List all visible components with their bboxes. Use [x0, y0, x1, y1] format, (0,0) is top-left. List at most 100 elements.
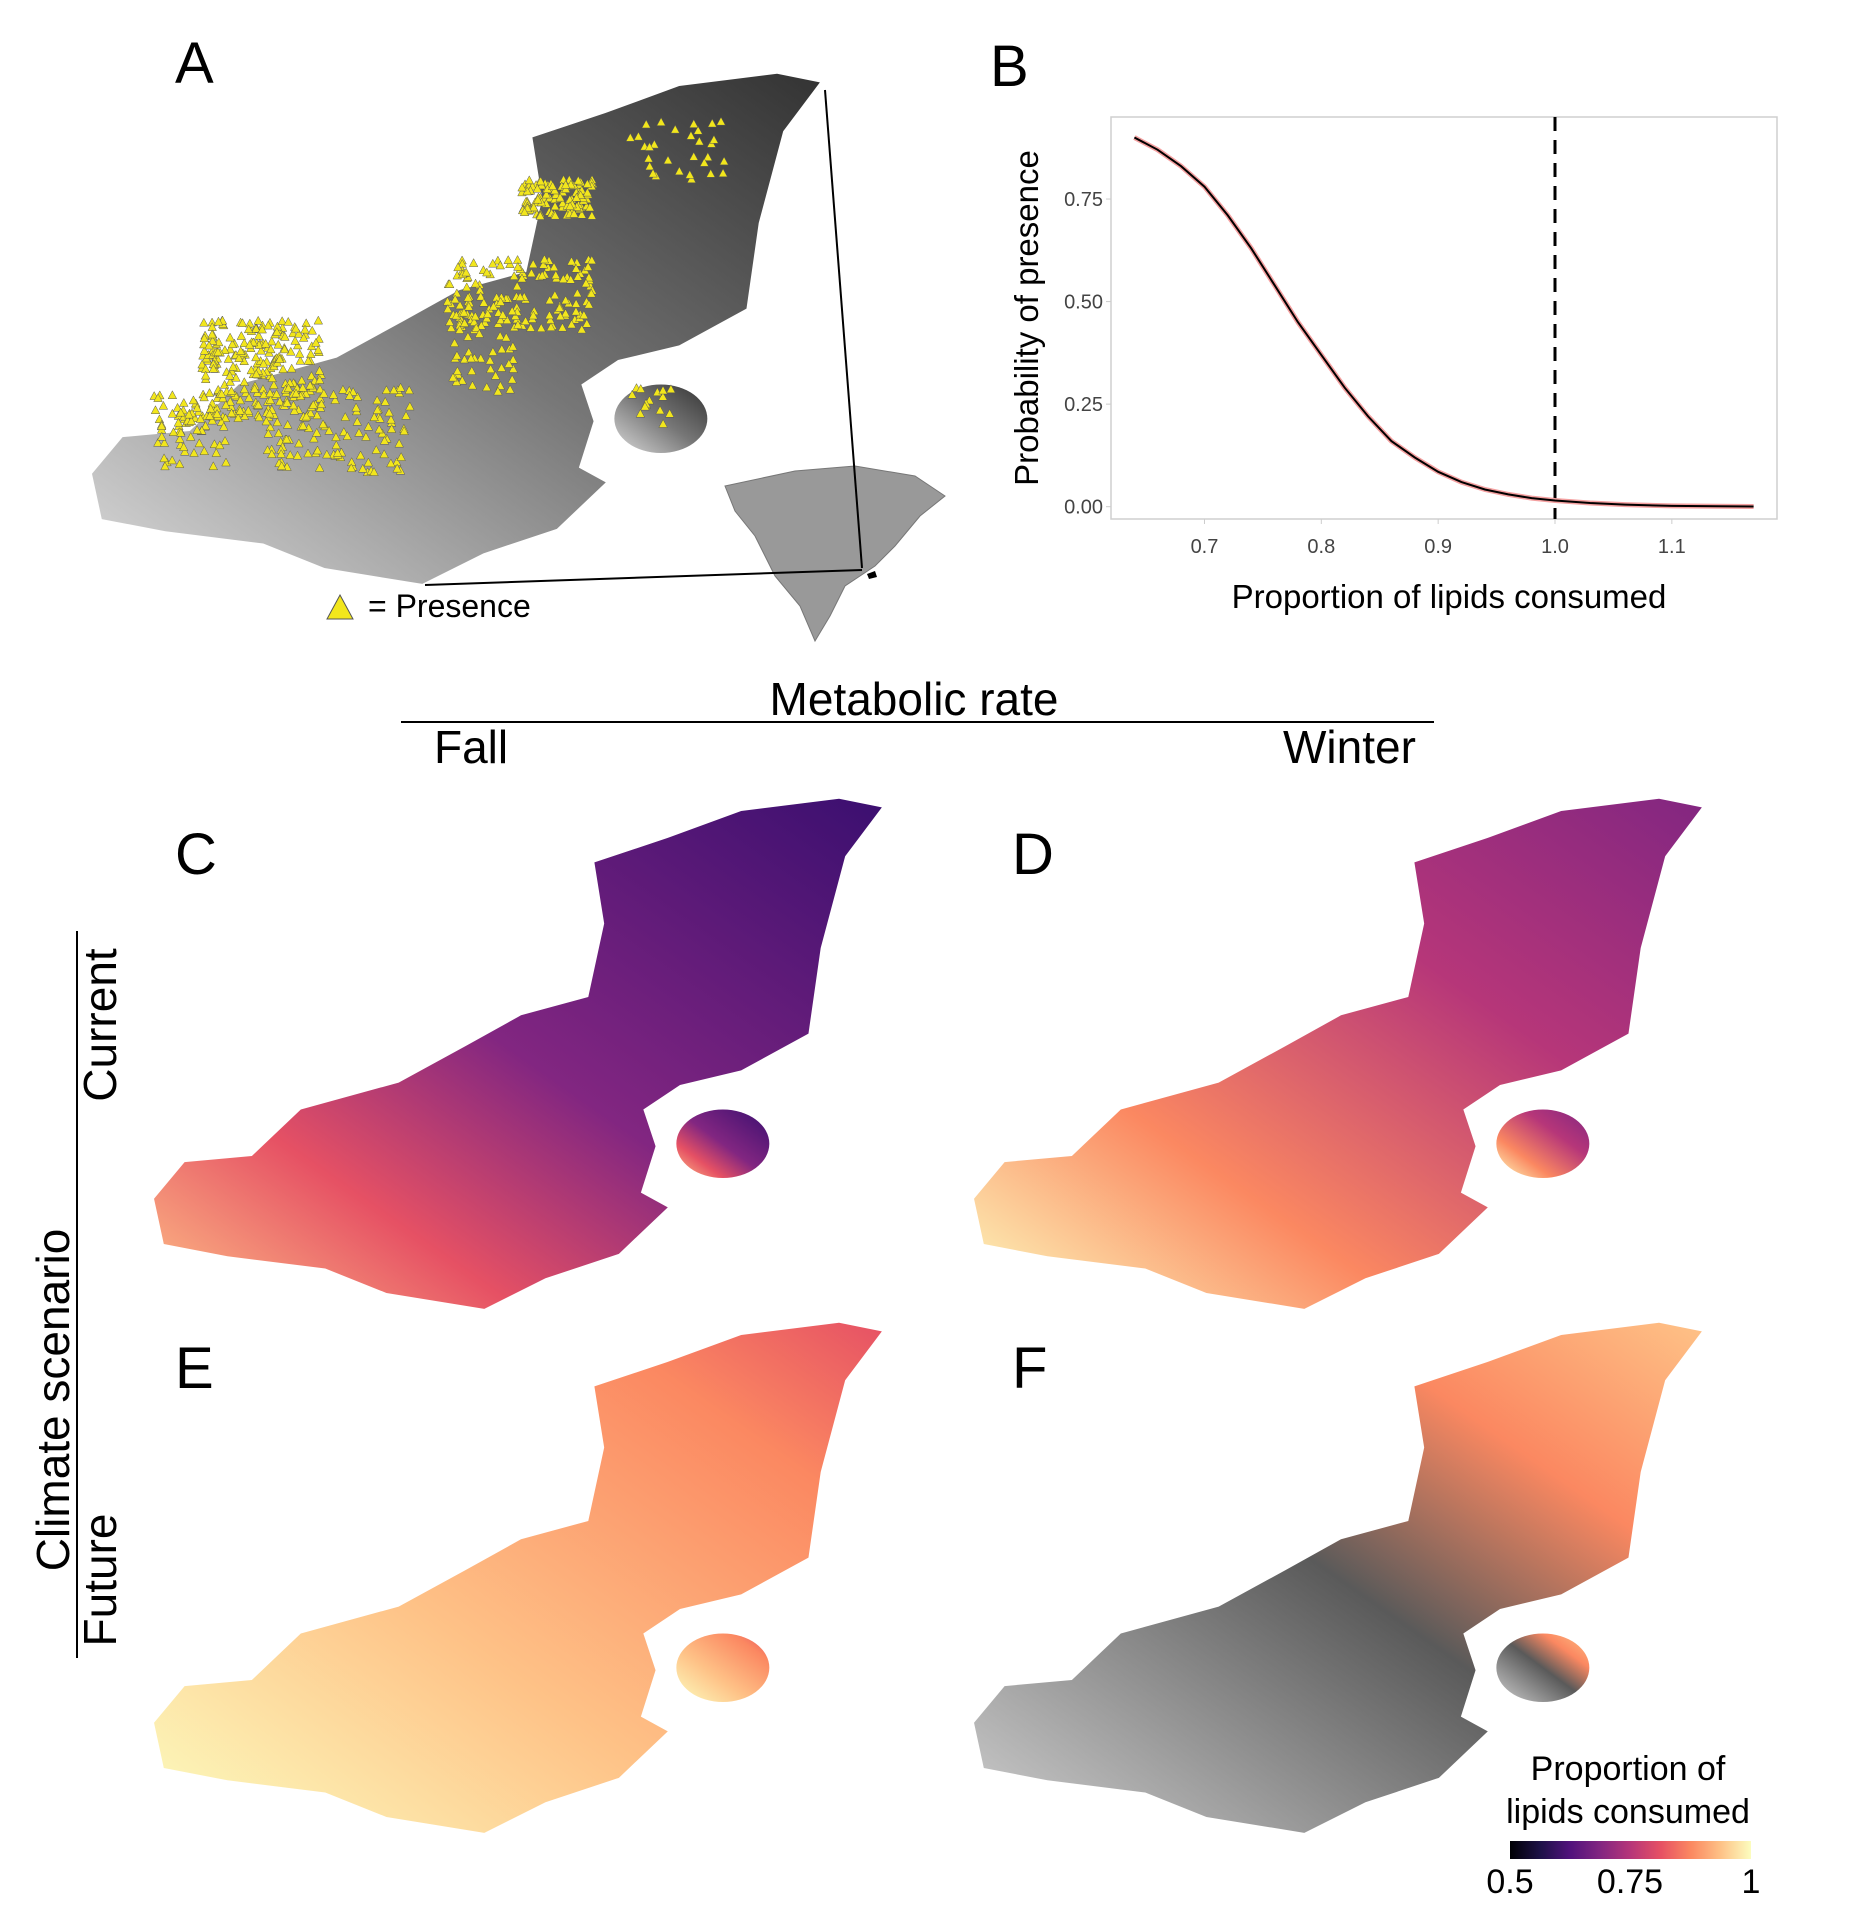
presence-marker [512, 281, 522, 291]
presence-marker [188, 395, 199, 405]
presence-marker [658, 385, 668, 395]
north-america-inset [724, 465, 946, 643]
presence-marker [309, 433, 319, 443]
presence-marker [374, 424, 384, 434]
presence-marker [257, 324, 267, 334]
presence-marker [286, 346, 296, 356]
presence-marker [405, 401, 415, 411]
presence-marker [649, 139, 660, 149]
presence-marker [452, 366, 463, 375]
presence-marker [572, 288, 583, 298]
plot-frame [1110, 116, 1778, 520]
presence-marker [217, 389, 227, 398]
presence-marker [236, 346, 246, 355]
presence-marker [267, 373, 277, 382]
presence-marker [300, 324, 310, 334]
presence-marker [192, 425, 202, 434]
presence-marker [533, 194, 543, 204]
presence-marker [526, 268, 537, 278]
presence-marker [498, 309, 508, 319]
presence-marker [462, 282, 472, 292]
presence-marker [463, 331, 473, 341]
presence-marker [670, 124, 680, 134]
presence-marker [265, 422, 275, 432]
presence-marker [189, 448, 199, 457]
presence-marker [450, 294, 460, 304]
presence-marker [276, 461, 287, 470]
row-divider [76, 931, 78, 1658]
inset-connector-lines [424, 89, 863, 586]
header-divider [401, 721, 1434, 723]
presence-map [92, 62, 826, 592]
presence-marker [205, 410, 215, 420]
presence-marker [479, 297, 489, 307]
presence-marker [581, 278, 591, 288]
presence-marker [199, 339, 209, 349]
presence-marker [582, 179, 593, 188]
presence-marker [363, 421, 374, 431]
x-tick-label: 1.1 [1658, 536, 1686, 558]
presence-marker [471, 323, 481, 332]
presence-marker [577, 324, 587, 334]
presence-marker [686, 174, 697, 183]
presence-marker [627, 389, 637, 399]
presence-marker [625, 132, 636, 142]
presence-marker [509, 271, 519, 280]
presence-marker [470, 278, 481, 288]
presence-marker [199, 392, 209, 402]
presence-marker [386, 458, 396, 468]
presence-marker [536, 323, 546, 332]
presence-marker [201, 370, 211, 380]
presence-marker [644, 161, 655, 171]
presence-marker [298, 420, 308, 430]
presence-marker [505, 384, 515, 394]
presence-marker [260, 338, 271, 348]
presence-marker [455, 325, 465, 334]
presence-marker [312, 445, 323, 455]
presence-marker [352, 391, 363, 401]
presence-marker [565, 274, 576, 284]
presence-marker [199, 446, 209, 455]
presence-marker [583, 262, 593, 271]
header-title: Metabolic rate [769, 673, 1059, 725]
presence-marker [283, 383, 294, 393]
presence-legend-label: = Presence [368, 588, 531, 624]
presence-marker [251, 352, 261, 362]
presence-marker [288, 400, 299, 410]
presence-marker [584, 272, 594, 282]
x-tick-label: 0.7 [1191, 536, 1219, 558]
presence-marker [585, 202, 595, 212]
presence-marker [205, 403, 216, 413]
presence-marker [292, 340, 303, 350]
presence-marker [176, 407, 186, 417]
presence-marker [663, 155, 673, 165]
panel-label-e: E [175, 1336, 214, 1401]
presence-marker [352, 416, 362, 426]
presence-marker [656, 117, 666, 126]
presence-marker [308, 400, 318, 409]
presence-marker [287, 363, 297, 373]
presence-marker [204, 388, 215, 397]
presence-marker [324, 425, 334, 435]
presence-marker [582, 318, 592, 328]
presence-marker [221, 457, 231, 467]
presence-marker [274, 354, 285, 363]
presence-marker [175, 433, 185, 443]
presence-marker [560, 308, 571, 318]
presence-marker [251, 323, 261, 333]
presence-marker [312, 427, 322, 437]
presence-marker [262, 445, 273, 454]
presence-marker [282, 419, 293, 429]
presence-marker [686, 130, 696, 140]
presence-marker [455, 300, 465, 310]
presence-marker [482, 267, 492, 277]
presence-marker [497, 344, 507, 354]
presence-marker [273, 428, 284, 437]
presence-marker [235, 405, 245, 415]
presence-marker [239, 384, 250, 394]
presence-marker [158, 400, 169, 410]
presence-marker [395, 382, 406, 392]
presence-marker [488, 347, 498, 356]
presence-marker [640, 401, 650, 411]
presence-marker [167, 455, 177, 465]
